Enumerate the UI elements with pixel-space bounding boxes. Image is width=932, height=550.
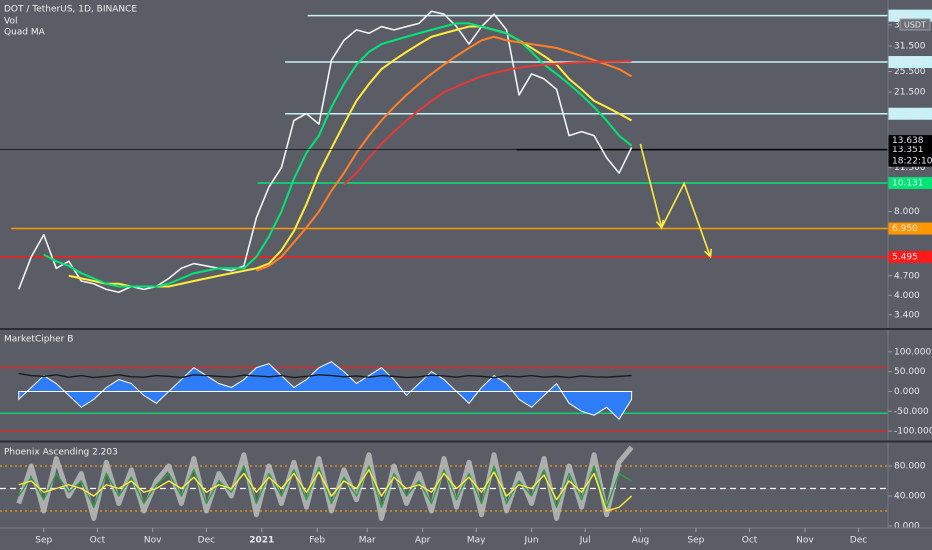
plot-area bbox=[0, 361, 888, 432]
x-tick-label: Oct bbox=[742, 536, 758, 546]
level-label-box bbox=[888, 250, 932, 263]
line bbox=[18, 372, 632, 379]
countdown: 18:22:10 bbox=[892, 157, 932, 167]
area bbox=[18, 361, 633, 420]
y-tick-label: 25.500 bbox=[894, 67, 926, 77]
line bbox=[256, 35, 633, 272]
x-tick-label: Mar bbox=[359, 536, 376, 546]
x-tick-label: Jul bbox=[579, 536, 591, 546]
y-tick-label: 4.000 bbox=[894, 291, 920, 301]
level-label-box bbox=[888, 56, 932, 69]
arrow-head bbox=[704, 248, 713, 259]
x-tick-label: Sep bbox=[35, 536, 52, 546]
x-tick-label: Nov bbox=[144, 536, 162, 546]
y-tick-label: 0.000 bbox=[894, 521, 920, 531]
arrow-head bbox=[655, 219, 665, 230]
x-tick-label: Aug bbox=[632, 536, 650, 546]
pane: 80.000 40.000 0.000 bbox=[0, 445, 926, 531]
y-tick-label: -100.000 bbox=[894, 427, 932, 437]
y-tick-label: 4.700 bbox=[894, 271, 920, 281]
y-tick-label: 31.500 bbox=[894, 41, 926, 51]
level-label: 5.495 bbox=[892, 252, 918, 262]
y-tick-label: 100.000 bbox=[894, 347, 931, 357]
y-tick-label: 50.000 bbox=[894, 367, 926, 377]
y-tick-label: -50.000 bbox=[894, 407, 929, 417]
level-label-box bbox=[888, 177, 932, 190]
y-tick-label: 0.000 bbox=[894, 387, 920, 397]
y-tick-label: 21.500 bbox=[894, 88, 926, 98]
line bbox=[43, 22, 633, 288]
indicator-label: Quad MA bbox=[4, 28, 46, 38]
level-label: 6.950 bbox=[892, 224, 918, 234]
pane-title: MarketCipher B bbox=[4, 335, 73, 345]
line bbox=[18, 10, 633, 294]
level-label-box bbox=[888, 222, 932, 235]
level-label: 27.585 bbox=[892, 58, 924, 68]
y-tick-label: 3.400 bbox=[894, 310, 920, 320]
y-tick-label: 11.500 bbox=[894, 163, 926, 173]
x-tick-label: Apr bbox=[415, 536, 431, 546]
x-tick-label: Nov bbox=[796, 536, 814, 546]
x-tick-label: Dec bbox=[198, 536, 215, 546]
symbol-title: DOT / TetherUS, 1D, BINANCE bbox=[4, 5, 137, 15]
level-label-box bbox=[888, 107, 932, 120]
last-price: 13.638 bbox=[892, 136, 924, 146]
countdown-box bbox=[888, 155, 932, 167]
y-tick-label: 80.000 bbox=[894, 462, 926, 472]
level-label: 10.131 bbox=[892, 179, 924, 189]
projection bbox=[639, 143, 712, 258]
pane: 100.000 50.000 0.000 -50.000 -100.000 bbox=[0, 347, 932, 437]
y-tick-label: 8.000 bbox=[894, 207, 920, 217]
x-tick-label: 2021 bbox=[249, 536, 274, 546]
level-label: 17.975 bbox=[892, 109, 924, 119]
x-tick-label: Feb bbox=[309, 536, 325, 546]
currency-label[interactable]: USDT bbox=[904, 21, 926, 30]
x-tick-label: Oct bbox=[90, 536, 106, 546]
x-tick-label: Sep bbox=[687, 536, 704, 546]
last-price-box bbox=[888, 135, 932, 147]
level-label: 40.5 bbox=[892, 11, 912, 21]
plot-area bbox=[0, 445, 888, 521]
line bbox=[18, 469, 633, 512]
line bbox=[343, 60, 632, 186]
currency-box[interactable] bbox=[899, 18, 931, 31]
pane-title: Phoenix Ascending 2.203 bbox=[4, 448, 118, 458]
x-tick-label: May bbox=[467, 536, 486, 546]
x-tick-label: Dec bbox=[850, 536, 867, 546]
line bbox=[68, 25, 633, 288]
level-label: 13.351 bbox=[892, 145, 924, 155]
plot-area bbox=[0, 10, 888, 294]
pane: 37.50031.50025.50021.50011.5008.0004.700… bbox=[0, 9, 932, 320]
x-tick-label: Jun bbox=[524, 536, 539, 546]
y-tick-label: 40.000 bbox=[894, 491, 926, 501]
level-label-box bbox=[888, 143, 932, 156]
indicator-label: Vol bbox=[4, 17, 17, 27]
